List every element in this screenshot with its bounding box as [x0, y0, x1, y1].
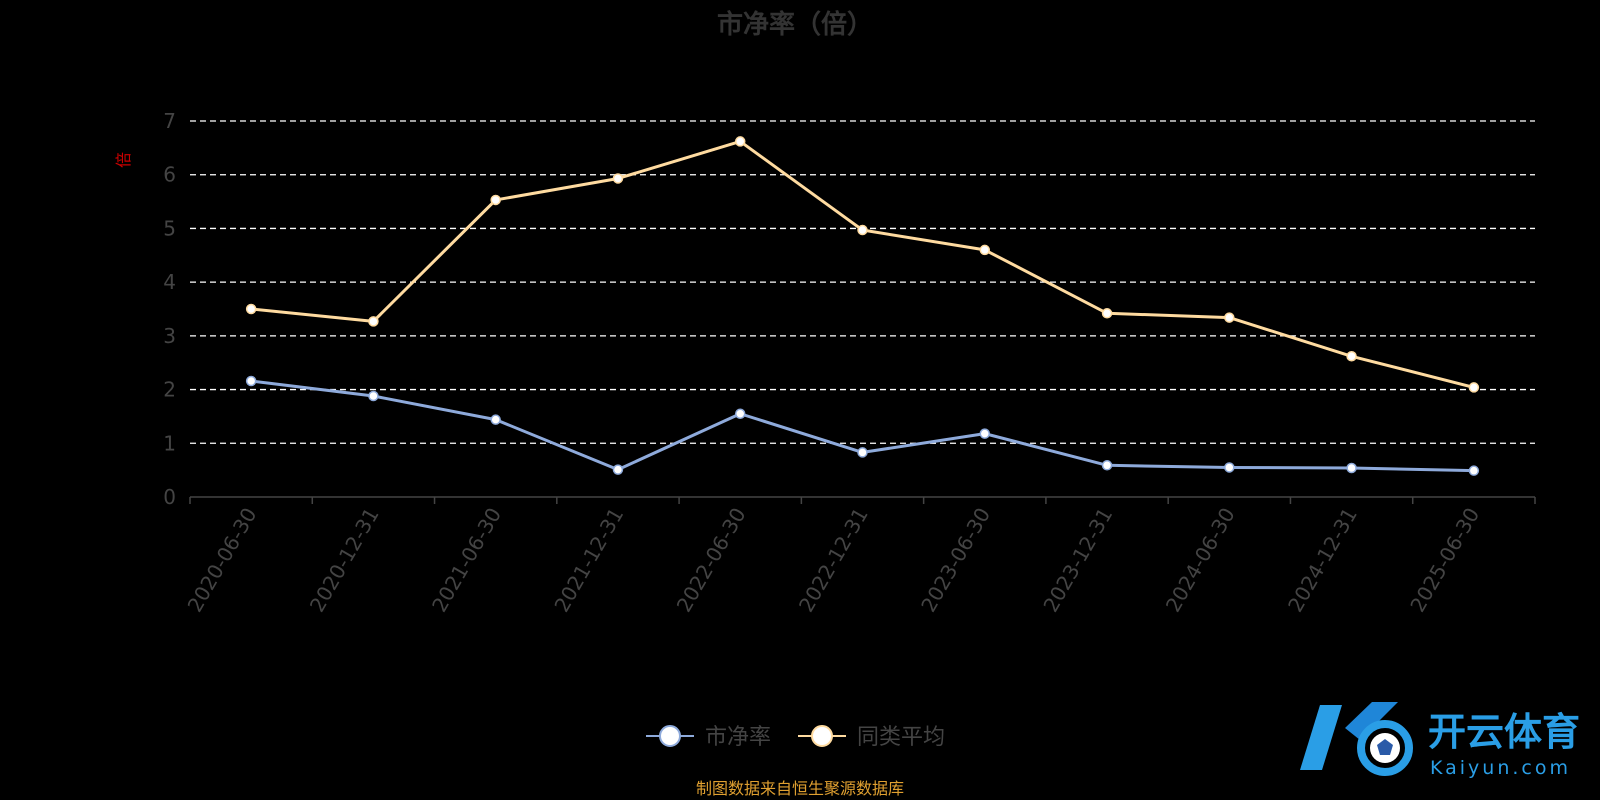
data-point: [1468, 382, 1480, 393]
kaiyun-logo-icon: [1300, 702, 1413, 776]
watermark-brand-cn: 开云体育: [1428, 710, 1580, 754]
y-tick-label: 6: [163, 163, 176, 187]
x-tick-label: 2024-12-31: [1283, 504, 1362, 617]
y-axis-unit-label: 倍: [114, 152, 133, 168]
x-tick-label: 2025-06-30: [1405, 504, 1484, 617]
data-point: [734, 408, 746, 419]
x-tick-label: 2023-12-31: [1038, 504, 1117, 617]
x-axis: 2020-06-30 2020-12-31 2021-06-30 2021-12-31…: [183, 496, 1536, 617]
data-point: [368, 390, 379, 402]
series-layer: [245, 136, 1480, 476]
chart-title: 市净率（倍）: [717, 9, 873, 40]
watermark-logo: 开云体育 Kaiyun.com: [1300, 702, 1580, 779]
x-tick-label: 2020-12-31: [305, 504, 384, 617]
legend: 市净率 同类平均: [646, 725, 945, 750]
data-point: [368, 316, 379, 327]
x-tick-label: 2023-06-30: [916, 504, 995, 617]
x-tick-label: 2021-06-30: [427, 504, 506, 617]
data-point: [979, 244, 991, 256]
y-tick-label: 2: [163, 378, 176, 402]
y-tick-label: 3: [163, 324, 176, 348]
data-point: [1468, 465, 1480, 476]
data-point: [1101, 460, 1113, 471]
grid-lines: [190, 120, 1535, 444]
y-tick-label: 4: [163, 270, 176, 294]
data-point: [245, 303, 257, 315]
data-point: [245, 375, 257, 387]
data-source-note: 制图数据来自恒生聚源数据库: [696, 779, 904, 798]
data-point: [1224, 312, 1235, 323]
legend-marker-pb: [659, 725, 681, 747]
data-point: [490, 194, 501, 206]
data-point: [979, 428, 991, 439]
data-point: [612, 173, 624, 184]
x-tick-label: 2024-06-30: [1161, 504, 1240, 617]
data-point: [1224, 462, 1235, 473]
y-axis-ticks: 0 1 2 3 4 5 6 7: [163, 109, 176, 509]
data-point: [1346, 351, 1357, 362]
data-point: [857, 447, 868, 458]
series-0: [245, 375, 1480, 476]
legend-label-pb: 市净率: [705, 725, 771, 750]
x-tick-label: 2020-06-30: [183, 504, 262, 617]
y-tick-label: 1: [163, 431, 176, 455]
y-tick-label: 5: [163, 216, 176, 240]
data-point: [734, 136, 746, 147]
series-line: [250, 139, 1475, 389]
y-tick-label: 0: [163, 485, 176, 509]
legend-label-peer-average: 同类平均: [857, 725, 945, 750]
data-point: [1101, 308, 1113, 319]
x-tick-label: 2021-12-31: [549, 504, 628, 617]
data-point: [1346, 462, 1357, 474]
y-tick-label: 7: [163, 109, 176, 133]
data-point: [857, 224, 868, 236]
data-point: [490, 414, 501, 425]
legend-item-peer-average[interactable]: 同类平均: [798, 725, 945, 750]
legend-marker-peer-average: [811, 725, 833, 747]
watermark-brand-en: Kaiyun.com: [1430, 757, 1571, 779]
series-1: [245, 136, 1480, 393]
data-point: [612, 464, 624, 475]
x-tick-label: 2022-12-31: [794, 504, 873, 617]
x-tick-label: 2022-06-30: [672, 504, 751, 617]
legend-item-pb[interactable]: 市净率: [646, 725, 771, 750]
